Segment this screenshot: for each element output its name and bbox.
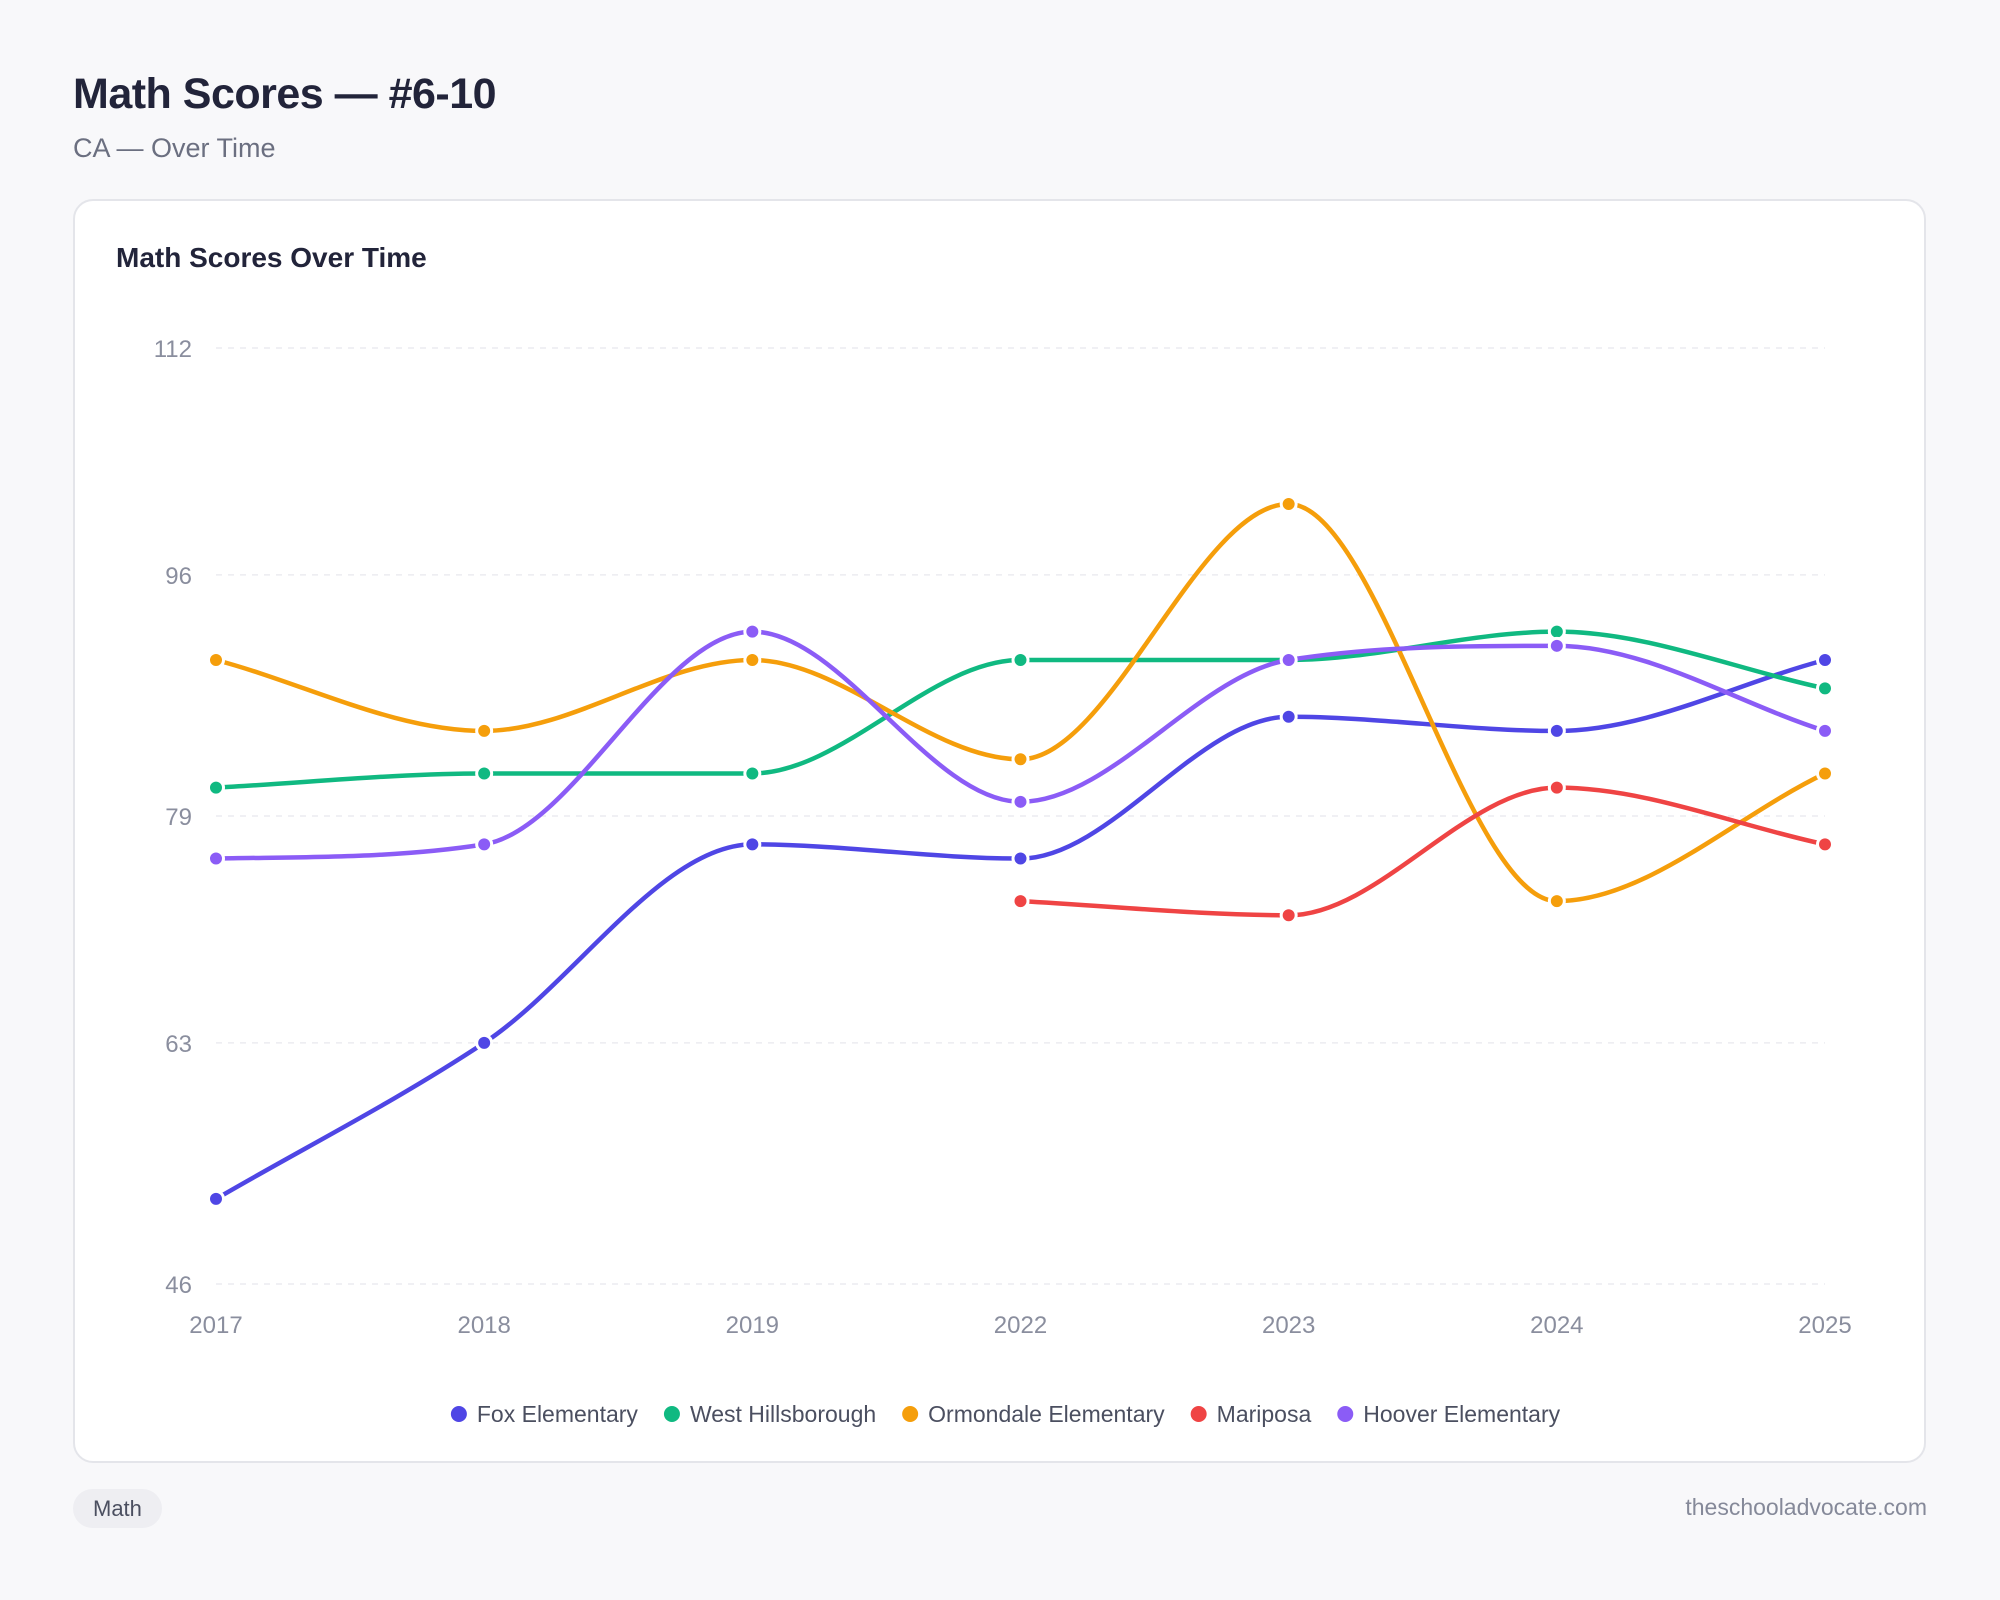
y-tick-label: 96 xyxy=(165,563,192,590)
legend-label: Hoover Elementary xyxy=(1363,1401,1560,1427)
data-point xyxy=(1816,835,1834,854)
legend-item: Fox Elementary xyxy=(450,1401,639,1427)
legend-label: Mariposa xyxy=(1217,1401,1312,1427)
series-line-fox-elementary xyxy=(213,657,1828,1202)
legend-label: Fox Elementary xyxy=(477,1401,639,1427)
x-tick-label: 2017 xyxy=(189,1312,242,1339)
page-subtitle: CA — Over Time xyxy=(73,133,276,163)
x-tick-label: 2024 xyxy=(1530,1312,1583,1339)
legend-item: West Hillsborough xyxy=(663,1401,876,1427)
series-hoover-elementary xyxy=(207,622,1834,868)
data-point xyxy=(1547,721,1566,740)
data-point xyxy=(1816,679,1834,698)
x-tick-label: 2022 xyxy=(994,1312,1047,1339)
data-point xyxy=(1011,651,1030,669)
data-point xyxy=(1279,495,1298,513)
data-point xyxy=(207,1189,225,1208)
site-link[interactable]: theschooladvocate.com xyxy=(1685,1494,1927,1520)
subject-tag: Math xyxy=(73,1489,162,1528)
x-tick-label: 2023 xyxy=(1262,1312,1315,1339)
data-point xyxy=(1011,792,1030,811)
legend-marker xyxy=(450,1406,467,1422)
legend-marker xyxy=(663,1406,680,1422)
chart-title: Math Scores Over Time xyxy=(116,242,427,273)
series-fox-elementary xyxy=(207,651,1834,1208)
chart-card: Math Scores Over Time 46 63 79 96 112 2017 201… xyxy=(73,199,1926,1463)
page-title: Math Scores — #6-10 xyxy=(73,70,497,118)
data-point xyxy=(207,778,225,797)
legend-label: Ormondale Elementary xyxy=(928,1401,1165,1427)
data-point xyxy=(1547,778,1566,797)
y-tick-label: 46 xyxy=(165,1272,192,1299)
data-point xyxy=(475,1033,494,1052)
data-point xyxy=(1279,651,1298,669)
line-chart: 46 63 79 96 112 2017 2018 2019 2022 2023 2024 2025 F… xyxy=(154,336,1852,1427)
x-tick-label: 2018 xyxy=(457,1312,510,1339)
data-point xyxy=(1011,892,1030,911)
legend-item: Ormondale Elementary xyxy=(902,1401,1165,1427)
data-point xyxy=(207,651,225,669)
data-point xyxy=(475,764,494,783)
data-point xyxy=(1011,849,1030,868)
data-point xyxy=(743,764,762,783)
legend-marker xyxy=(902,1406,919,1422)
data-point xyxy=(1279,906,1298,925)
legend-marker xyxy=(1190,1406,1207,1422)
data-point xyxy=(207,849,225,868)
data-point xyxy=(1816,651,1834,669)
series-line-ormondale-elementary xyxy=(213,501,1828,904)
data-point xyxy=(1547,636,1566,655)
y-tick-label: 79 xyxy=(165,804,192,831)
legend-marker xyxy=(1337,1406,1354,1422)
legend: Fox Elementary West Hillsborough Ormondale… xyxy=(450,1401,1561,1427)
series-line-mariposa xyxy=(1018,785,1828,918)
data-point xyxy=(475,721,494,740)
legend-item: Mariposa xyxy=(1190,1401,1312,1427)
legend-item: Hoover Elementary xyxy=(1337,1401,1561,1427)
data-point xyxy=(743,835,762,854)
data-point xyxy=(1279,707,1298,726)
series-mariposa xyxy=(1011,778,1834,925)
series-ormondale-elementary xyxy=(207,495,1834,911)
legend-label: West Hillsborough xyxy=(690,1401,876,1427)
series-west-hillsborough xyxy=(207,622,1834,797)
data-point xyxy=(1547,892,1566,911)
data-point xyxy=(743,622,762,641)
data-point xyxy=(1816,764,1834,783)
y-tick-label: 63 xyxy=(165,1031,192,1058)
y-tick-label: 112 xyxy=(154,336,192,363)
data-point xyxy=(1816,721,1834,740)
data-point xyxy=(743,651,762,669)
data-point xyxy=(475,835,494,854)
x-tick-label: 2019 xyxy=(726,1312,779,1339)
x-tick-label: 2025 xyxy=(1798,1312,1851,1339)
data-point xyxy=(1011,750,1030,769)
